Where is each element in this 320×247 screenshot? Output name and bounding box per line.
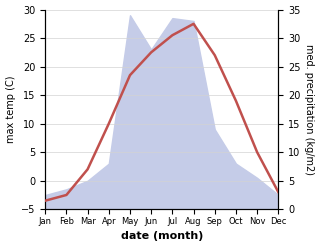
Y-axis label: med. precipitation (kg/m2): med. precipitation (kg/m2) [304, 44, 315, 175]
Y-axis label: max temp (C): max temp (C) [5, 76, 16, 143]
X-axis label: date (month): date (month) [121, 231, 203, 242]
